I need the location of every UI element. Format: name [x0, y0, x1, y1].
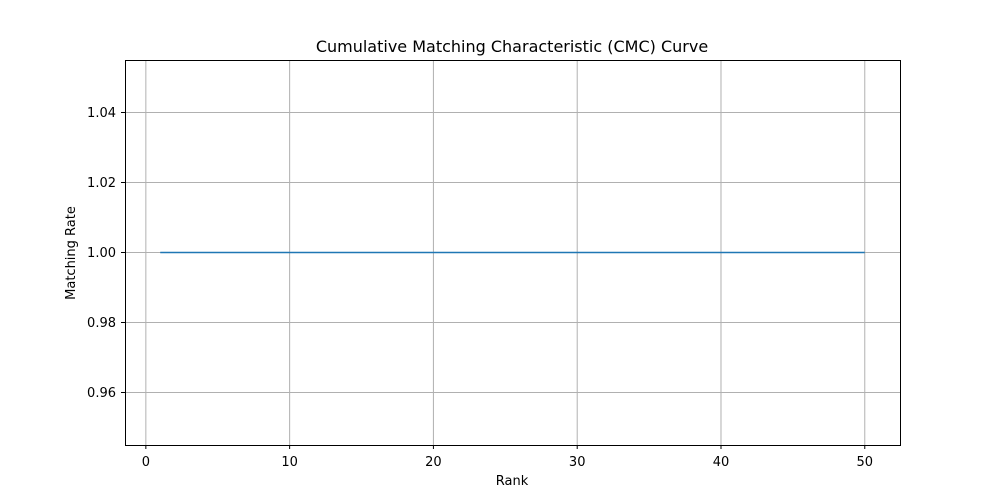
x-tick-label: 50	[856, 455, 873, 470]
y-tick-label: 1.04	[87, 106, 116, 121]
y-tick-label: 0.98	[87, 316, 116, 331]
y-tick-label: 1.00	[87, 246, 116, 261]
x-tick-label: 40	[713, 455, 730, 470]
chart-title: Cumulative Matching Characteristic (CMC)…	[316, 37, 708, 56]
y-axis-label: Matching Rate	[64, 206, 79, 300]
x-tick-label: 20	[425, 455, 442, 470]
plot-frame	[125, 60, 901, 446]
x-tick-label: 30	[569, 455, 586, 470]
x-axis-label: Rank	[496, 474, 529, 489]
x-tick-label: 0	[142, 455, 150, 470]
y-tick-label: 1.02	[87, 176, 116, 191]
y-tick-label: 0.96	[87, 386, 116, 401]
x-tick-label: 10	[281, 455, 298, 470]
tick-layer: 0 10 20 30 40 50 0.96 0.98 1.00 1.02 1.04	[87, 106, 873, 470]
